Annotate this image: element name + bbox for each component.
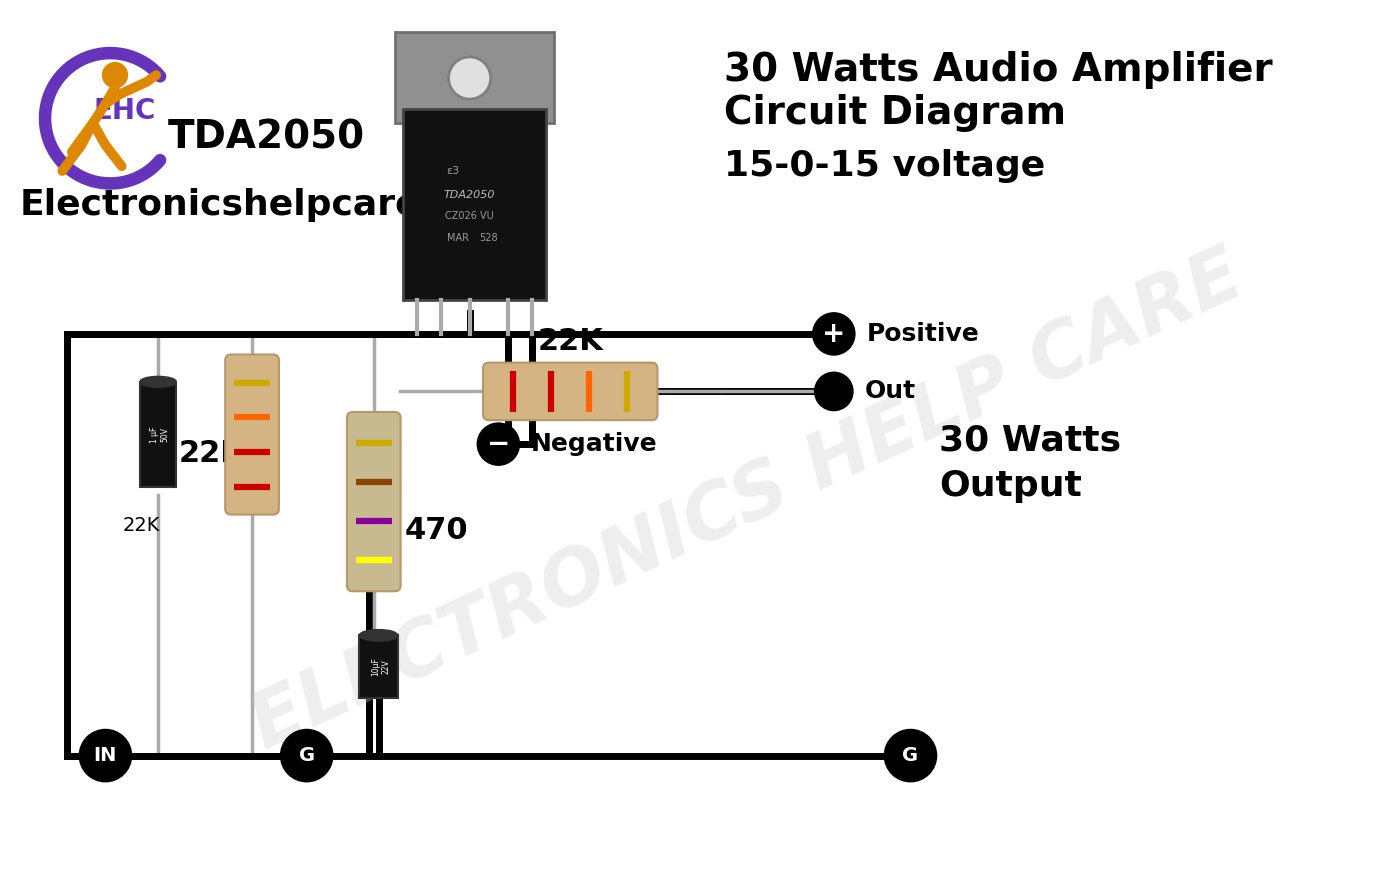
FancyBboxPatch shape bbox=[225, 355, 279, 515]
Text: 22K: 22K bbox=[122, 516, 160, 535]
Bar bbox=[140, 382, 176, 487]
Circle shape bbox=[815, 372, 854, 410]
Text: +: + bbox=[822, 320, 845, 348]
FancyBboxPatch shape bbox=[483, 363, 658, 420]
Text: Circuit Diagram: Circuit Diagram bbox=[723, 95, 1066, 132]
Text: 30 Watts Audio Amplifier: 30 Watts Audio Amplifier bbox=[723, 51, 1273, 89]
Ellipse shape bbox=[140, 376, 176, 387]
Circle shape bbox=[280, 729, 333, 782]
Ellipse shape bbox=[359, 629, 398, 641]
Text: TDA2050: TDA2050 bbox=[168, 118, 365, 156]
Text: Negative: Negative bbox=[532, 432, 658, 456]
Text: IN: IN bbox=[94, 746, 117, 765]
Text: TDA2050: TDA2050 bbox=[444, 190, 496, 200]
Text: 470: 470 bbox=[404, 516, 468, 544]
Text: 10μF
22V: 10μF 22V bbox=[371, 657, 390, 676]
Text: EHC: EHC bbox=[93, 97, 155, 124]
Text: G: G bbox=[902, 746, 919, 765]
Text: ELECTRONICS HELP CARE: ELECTRONICS HELP CARE bbox=[240, 239, 1255, 764]
Text: 528: 528 bbox=[479, 233, 498, 243]
Circle shape bbox=[477, 423, 519, 465]
Circle shape bbox=[813, 313, 855, 355]
Text: ε3: ε3 bbox=[446, 166, 459, 176]
Circle shape bbox=[79, 729, 132, 782]
Text: Positive: Positive bbox=[866, 322, 979, 346]
Circle shape bbox=[448, 57, 491, 99]
Text: Electronicshelpcare.net: Electronicshelpcare.net bbox=[19, 188, 501, 222]
Text: 15-0-15 voltage: 15-0-15 voltage bbox=[723, 149, 1045, 183]
Bar bbox=[359, 636, 398, 697]
Text: 30 Watts
Output: 30 Watts Output bbox=[940, 424, 1122, 502]
Text: MAR: MAR bbox=[447, 233, 469, 243]
Text: Out: Out bbox=[865, 379, 916, 403]
Text: G: G bbox=[298, 746, 315, 765]
Text: −: − bbox=[487, 430, 509, 458]
Text: 22K: 22K bbox=[179, 439, 244, 468]
FancyBboxPatch shape bbox=[347, 412, 401, 591]
Circle shape bbox=[884, 729, 937, 782]
Bar bbox=[403, 109, 547, 300]
Text: 1 μF
50V: 1 μF 50V bbox=[150, 426, 169, 443]
Circle shape bbox=[103, 63, 128, 88]
Bar bbox=[394, 32, 554, 123]
Text: 22K: 22K bbox=[537, 327, 604, 356]
Text: CZ026 VU: CZ026 VU bbox=[446, 211, 494, 221]
